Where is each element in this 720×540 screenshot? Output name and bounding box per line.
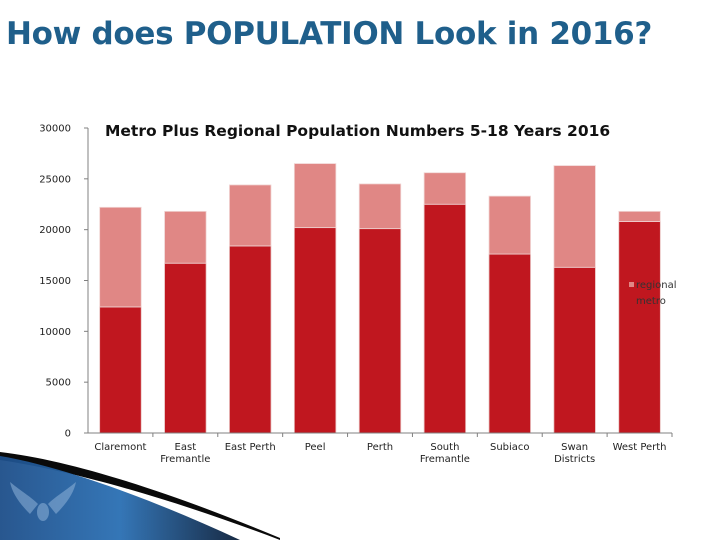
x-tick-label: Swan Districts (554, 442, 595, 465)
bar-regional (293, 163, 337, 229)
bar-regional (99, 206, 142, 308)
y-tick-label: 25000 (39, 174, 71, 185)
bar-metro (164, 262, 207, 434)
x-tick-label: West Perth (613, 442, 667, 453)
y-tick-label: 0 (65, 429, 71, 440)
bar-regional (164, 210, 207, 264)
bar-regional (229, 184, 272, 247)
y-tick-label: 20000 (39, 225, 71, 236)
x-tick-label: East Perth (225, 442, 276, 453)
bar-metro (358, 228, 402, 434)
bar-regional (358, 183, 402, 230)
y-tick-label: 5000 (46, 378, 71, 389)
legend-label-regional: regional (636, 280, 677, 291)
bar-metro (488, 253, 531, 434)
bar-metro (423, 203, 467, 434)
x-tick-label: Subiaco (490, 442, 530, 453)
slide-title: How does POPULATION Look in 2016? (6, 16, 653, 52)
x-tick-label: Claremont (94, 442, 146, 453)
bar-regional (488, 195, 531, 255)
y-tick-label: 10000 (39, 327, 71, 338)
x-tick-label: Peel (305, 442, 326, 453)
x-tick-label: South Fremantle (420, 442, 470, 465)
eagle-icon (10, 482, 76, 521)
x-tick-label: East Fremantle (160, 442, 210, 465)
axes-group (84, 127, 673, 437)
legend-label-metro: metro (636, 296, 666, 307)
bar-regional (423, 172, 467, 205)
y-tick-label: 15000 (39, 276, 71, 287)
bars-group (99, 163, 661, 434)
bar-metro (99, 306, 142, 434)
bar-regional (618, 210, 661, 222)
legend-swatch-metro (629, 298, 634, 303)
legend-swatch-regional (629, 282, 634, 287)
y-tick-label: 30000 (39, 124, 71, 135)
labels-group: 0 5000 10000 15000 20000 25000 30000 Claremont E… (39, 124, 666, 466)
bar-regional (553, 165, 596, 268)
legend: regional metro (629, 280, 677, 307)
bar-metro (293, 227, 337, 434)
logo-swoosh (0, 452, 280, 540)
bar-metro (229, 245, 272, 434)
bar-metro (553, 266, 596, 434)
x-tick-label: Perth (367, 442, 393, 453)
bar-metro (618, 221, 661, 434)
chart-title: Metro Plus Regional Population Numbers 5… (105, 122, 611, 140)
